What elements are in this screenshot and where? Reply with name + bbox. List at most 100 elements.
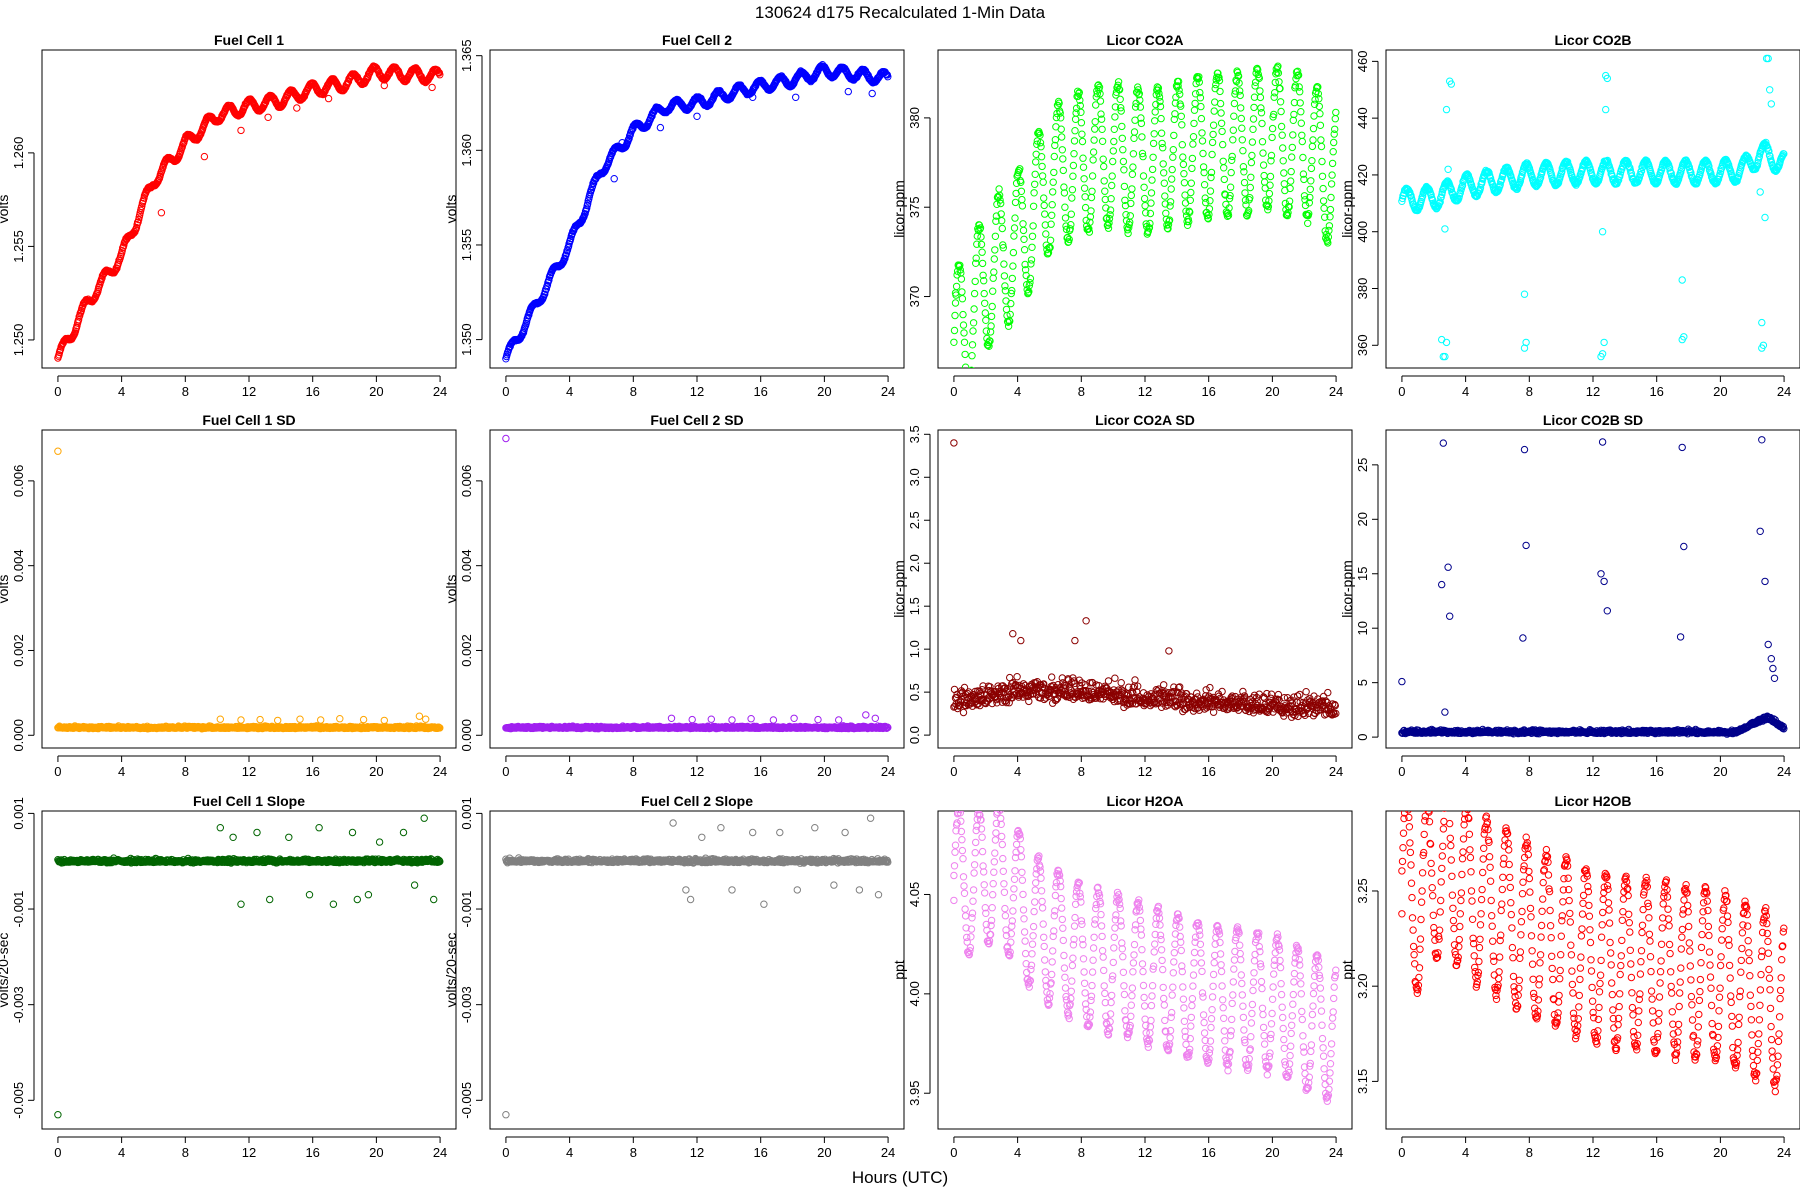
x-tick-label: 16 — [753, 764, 767, 779]
data-point — [1077, 108, 1085, 117]
data-point — [1245, 206, 1253, 215]
data-point — [1150, 130, 1158, 138]
data-point — [1138, 149, 1147, 158]
data-point — [1208, 150, 1216, 159]
y-tick-label: 1.360 — [459, 134, 474, 167]
data-point — [1200, 181, 1209, 189]
data-point — [1087, 193, 1096, 202]
data-point — [1112, 91, 1120, 99]
data-point — [1068, 194, 1076, 202]
data-point — [1013, 673, 1021, 681]
data-point — [1181, 199, 1190, 207]
data-point — [1136, 96, 1144, 104]
data-point — [1164, 221, 1173, 229]
data-point — [973, 240, 981, 248]
data-point — [1685, 162, 1693, 171]
data-point — [1309, 124, 1318, 133]
data-point — [1105, 214, 1114, 223]
x-tick-label: 0 — [502, 764, 509, 779]
data-point — [993, 694, 1002, 702]
y-tick-label: 0.006 — [459, 465, 474, 498]
data-point — [1217, 109, 1225, 117]
data-point — [1041, 210, 1049, 218]
data-point — [1084, 687, 1093, 695]
x-tick-label: 20 — [817, 764, 831, 779]
data-point — [1080, 175, 1088, 183]
data-point — [1116, 95, 1124, 104]
data-point — [1241, 189, 1249, 197]
data-point — [1040, 680, 1048, 688]
y-tick-label: 0.000 — [459, 719, 474, 752]
data-point — [1008, 286, 1016, 295]
x-tick-label: 24 — [881, 384, 895, 399]
data-point — [1058, 133, 1066, 141]
data-point — [1117, 107, 1125, 115]
data-point — [980, 277, 988, 285]
data-point — [1277, 107, 1285, 116]
data-point — [1318, 172, 1327, 181]
data-point — [1144, 227, 1153, 235]
data-point — [980, 289, 988, 298]
data-point — [1105, 219, 1113, 227]
data-point — [1106, 211, 1114, 219]
outlier-point — [237, 126, 245, 135]
data-point — [991, 232, 1000, 241]
x-tick-label: 0 — [950, 764, 957, 779]
data-point — [1270, 93, 1278, 101]
data-point — [884, 723, 892, 732]
data-point — [1318, 157, 1326, 166]
data-point — [1285, 203, 1293, 211]
data-point — [985, 342, 993, 350]
data-point — [1293, 67, 1302, 76]
data-point — [1145, 224, 1154, 232]
x-tick-label: 16 — [1201, 384, 1215, 399]
data-point — [959, 321, 968, 329]
data-point — [1170, 131, 1178, 140]
outlier-point — [1680, 333, 1688, 341]
data-point — [1131, 103, 1140, 111]
data-point — [1102, 204, 1110, 212]
data-point — [1174, 82, 1182, 90]
data-point — [1328, 159, 1337, 168]
data-point — [1118, 686, 1126, 694]
data-point — [1180, 170, 1188, 178]
data-point — [1072, 109, 1080, 117]
data-point — [1104, 224, 1113, 232]
outlier-point — [1522, 338, 1530, 347]
data-point — [1070, 150, 1078, 158]
data-point — [1066, 225, 1074, 233]
data-point — [1089, 148, 1098, 156]
data-point — [958, 288, 966, 296]
data-point — [1283, 211, 1292, 220]
data-point — [1230, 112, 1238, 120]
data-point — [1236, 91, 1244, 100]
outlier-point — [1441, 352, 1449, 361]
data-point — [1156, 102, 1165, 111]
data-point — [1087, 207, 1095, 215]
data-point — [1127, 199, 1135, 208]
data-point — [1128, 185, 1136, 193]
data-point — [1117, 679, 1125, 687]
x-tick-label: 24 — [881, 764, 895, 779]
data-point — [965, 391, 971, 397]
data-point — [1289, 116, 1298, 125]
x-tick-label: 20 — [817, 384, 831, 399]
data-point — [436, 724, 444, 732]
data-point — [1098, 125, 1106, 134]
data-point — [1142, 209, 1150, 217]
data-point — [1189, 140, 1197, 148]
data-point — [1220, 175, 1229, 184]
data-point — [1129, 150, 1138, 158]
data-point — [1157, 114, 1165, 123]
plot-frame — [937, 429, 1353, 749]
data-point — [1248, 138, 1257, 146]
data-point — [1187, 179, 1196, 187]
panel-title: Licor CO2A — [1106, 32, 1183, 48]
data-point — [579, 214, 587, 223]
data-point — [1120, 182, 1129, 191]
data-point — [1249, 115, 1258, 123]
data-point — [1069, 161, 1078, 170]
x-tick-label: 4 — [1014, 764, 1021, 779]
